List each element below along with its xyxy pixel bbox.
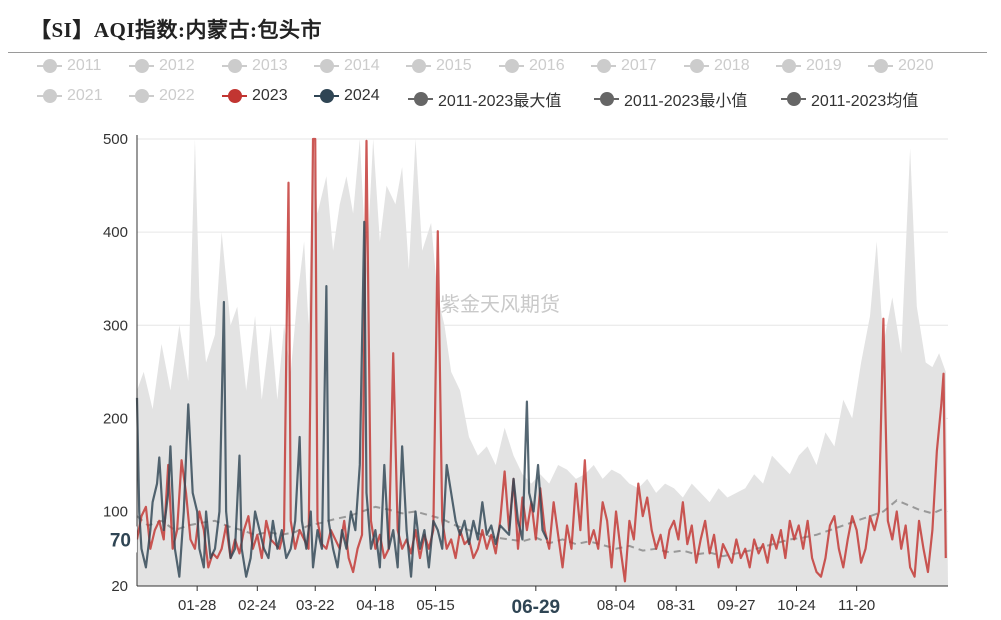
max-min-band <box>137 139 948 586</box>
legend-item-2021[interactable]: 2021 <box>37 87 103 105</box>
chart-title: 【SI】AQI指数:内蒙古:包头市 <box>30 18 323 42</box>
x-pointer-label: 06-29 <box>512 597 561 618</box>
legend-marker-icon <box>222 59 247 73</box>
legend-item-2019[interactable]: 2019 <box>776 57 842 75</box>
legend-label: 2013 <box>252 57 288 74</box>
legend-label: 2016 <box>529 57 565 74</box>
y-pointer-bg <box>107 526 137 553</box>
legend-marker-icon <box>781 92 806 106</box>
y-pointer-label: 70 <box>110 530 131 551</box>
watermark-text: 紫金天风期货 <box>440 292 560 316</box>
legend-label: 2014 <box>344 57 380 74</box>
legend-marker-icon <box>408 92 433 106</box>
x-tick-label: 11-20 <box>838 597 875 614</box>
legend-item-2013[interactable]: 2013 <box>222 57 288 75</box>
legend-label: 2022 <box>159 87 195 104</box>
legend-label: 2017 <box>621 57 657 74</box>
legend-item-2011-2023-mean[interactable]: 2011-2023均值 <box>781 87 918 111</box>
legend-label: 2020 <box>898 57 934 74</box>
x-tick-label: 09-27 <box>717 597 755 614</box>
y-tick-label: 20 <box>111 578 128 595</box>
x-tick-label: 02-24 <box>238 597 276 614</box>
y-tick-label: 400 <box>103 224 128 241</box>
x-tick-label: 01-28 <box>178 597 216 614</box>
y-tick-label: 100 <box>103 504 128 521</box>
legend-item-2017[interactable]: 2017 <box>591 57 657 75</box>
x-tick-label: 08-31 <box>657 597 695 614</box>
x-tick-label: 03-22 <box>296 597 334 614</box>
legend-item-2020[interactable]: 2020 <box>868 57 934 75</box>
x-tick-label: 10-24 <box>777 597 815 614</box>
legend-label: 2015 <box>436 57 472 74</box>
legend-item-2016[interactable]: 2016 <box>499 57 565 75</box>
legend-marker-icon <box>314 59 339 73</box>
legend-marker-icon <box>684 59 709 73</box>
legend-label: 2011 <box>67 57 102 74</box>
legend-item-2022[interactable]: 2022 <box>129 87 195 105</box>
title-divider <box>8 52 987 53</box>
legend-marker-icon <box>129 59 154 73</box>
legend-label: 2011-2023均值 <box>811 93 919 110</box>
legend-item-2024[interactable]: 2024 <box>314 87 380 105</box>
legend-label: 2023 <box>252 87 288 104</box>
legend-item-2011[interactable]: 2011 <box>37 57 101 75</box>
legend-marker-icon <box>406 59 431 73</box>
legend-item-2012[interactable]: 2012 <box>129 57 195 75</box>
x-tick-label: 08-04 <box>597 597 635 614</box>
legend-label: 2021 <box>67 87 103 104</box>
x-pointer-bg <box>503 592 568 618</box>
x-tick-label: 05-15 <box>416 597 454 614</box>
legend-marker-icon <box>499 59 524 73</box>
legend-label: 2019 <box>806 57 842 74</box>
legend-marker-icon <box>594 92 619 106</box>
series-line-2024 <box>135 220 548 578</box>
x-tick-label: 04-18 <box>356 597 394 614</box>
legend-marker-icon <box>222 89 247 103</box>
legend-label: 2011-2023最小值 <box>624 93 748 110</box>
legend-item-2015[interactable]: 2015 <box>406 57 472 75</box>
legend-item-2018[interactable]: 2018 <box>684 57 750 75</box>
legend-label: 2024 <box>344 87 380 104</box>
y-tick-label: 200 <box>103 410 128 427</box>
legend-marker-icon <box>314 89 339 103</box>
legend-label: 2012 <box>159 57 195 74</box>
y-tick-label: 500 <box>103 131 128 148</box>
legend-marker-icon <box>37 89 62 103</box>
legend-marker-icon <box>37 59 62 73</box>
y-tick-label: 300 <box>103 317 128 334</box>
chart-legend: 2011 2012 2013 2014 2015 2016 2017 2018 2019 2020… <box>0 56 1001 116</box>
legend-item-2014[interactable]: 2014 <box>314 57 380 75</box>
legend-marker-icon <box>129 89 154 103</box>
legend-label: 2018 <box>714 57 750 74</box>
legend-label: 2011-2023最大值 <box>438 93 562 110</box>
legend-marker-icon <box>868 59 893 73</box>
legend-item-2011-2023-min[interactable]: 2011-2023最小值 <box>594 87 747 111</box>
legend-item-2023[interactable]: 2023 <box>222 87 288 105</box>
legend-item-2011-2023-max[interactable]: 2011-2023最大值 <box>408 87 561 111</box>
legend-marker-icon <box>591 59 616 73</box>
legend-marker-icon <box>776 59 801 73</box>
